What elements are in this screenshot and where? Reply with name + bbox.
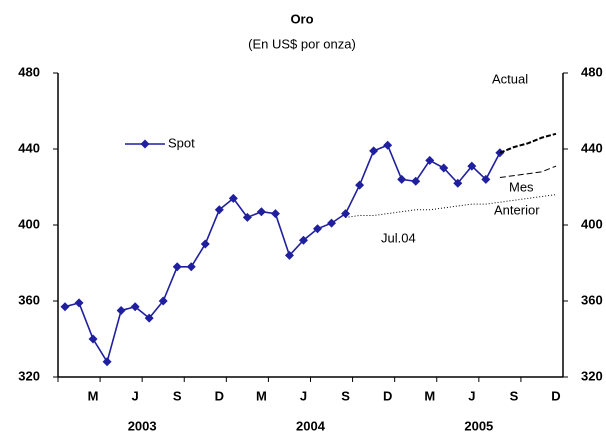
y-tick-label: 480 [18, 64, 40, 79]
series-marker [130, 302, 140, 312]
series-marker [186, 262, 196, 272]
series-marker [242, 212, 252, 222]
series-marker [172, 262, 182, 272]
y2-tick-label: 480 [581, 64, 603, 79]
y-tick-label: 400 [18, 216, 40, 231]
x-tick-label: J [132, 388, 139, 403]
series-marker [256, 207, 266, 217]
x-tick-label: S [173, 388, 182, 403]
y-tick-label: 360 [18, 292, 40, 307]
annotation: Jul.04 [381, 230, 416, 245]
x-tick-label: M [424, 388, 435, 403]
series-marker [270, 209, 280, 219]
annotation: Anterior [494, 202, 540, 217]
series-marker [60, 302, 70, 312]
series-line [345, 194, 557, 218]
series-marker [355, 180, 365, 190]
x-tick-label: D [215, 388, 224, 403]
series-marker [341, 209, 351, 219]
series-marker [453, 178, 463, 188]
series-marker [284, 250, 294, 260]
series-marker [383, 140, 393, 150]
series-marker [102, 357, 112, 367]
series-marker [116, 306, 126, 315]
annotation: Actual [492, 71, 528, 86]
legend-marker [140, 139, 150, 149]
series-line [499, 132, 557, 154]
series-marker [74, 298, 84, 308]
y2-tick-label: 400 [581, 216, 603, 231]
series-line [499, 165, 557, 178]
y2-tick-label: 360 [581, 292, 603, 307]
series-marker [228, 193, 238, 203]
series-line [64, 144, 501, 364]
x-tick-label: S [510, 388, 519, 403]
series-marker [397, 174, 407, 184]
x-tick-label: D [551, 388, 560, 403]
series-marker [467, 161, 477, 171]
chart-subtitle: (En US$ por onza) [248, 36, 356, 51]
series-marker [369, 146, 379, 156]
series-marker [158, 296, 168, 306]
year-label: 2003 [128, 418, 157, 433]
chart-title: Oro [290, 11, 313, 26]
series-marker [200, 239, 210, 249]
series-marker [439, 163, 449, 173]
x-tick-label: D [383, 388, 392, 403]
x-tick-label: S [341, 388, 350, 403]
x-tick-label: J [300, 388, 307, 403]
series-marker [411, 176, 421, 186]
y2-tick-label: 440 [581, 140, 603, 155]
series-marker [313, 224, 323, 234]
year-label: 2004 [296, 418, 326, 433]
series-marker [425, 155, 435, 165]
series-marker [144, 313, 154, 323]
x-tick-label: M [256, 388, 267, 403]
series-marker [88, 334, 98, 344]
y2-tick-label: 320 [581, 368, 603, 383]
series-marker [327, 218, 337, 228]
annotation: Mes [509, 179, 534, 194]
series-marker [481, 174, 491, 184]
x-tick-label: J [468, 388, 475, 403]
legend-label: Spot [168, 135, 195, 150]
y-tick-label: 320 [18, 368, 40, 383]
y-tick-label: 440 [18, 140, 40, 155]
x-tick-label: M [88, 388, 99, 403]
series-marker [214, 205, 224, 215]
series-marker [298, 235, 308, 245]
year-label: 2005 [464, 418, 493, 433]
